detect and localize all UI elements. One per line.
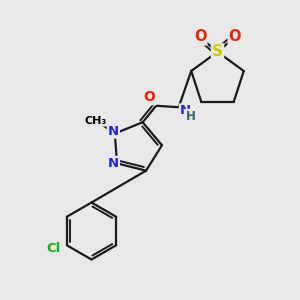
Text: O: O bbox=[229, 29, 241, 44]
Text: H: H bbox=[186, 110, 196, 123]
Text: N: N bbox=[108, 124, 119, 138]
Text: N: N bbox=[180, 104, 191, 117]
Text: O: O bbox=[144, 90, 155, 104]
Text: N: N bbox=[108, 157, 119, 170]
Text: O: O bbox=[194, 29, 206, 44]
Text: S: S bbox=[212, 44, 223, 59]
Text: Cl: Cl bbox=[46, 242, 60, 255]
Text: CH₃: CH₃ bbox=[84, 116, 106, 126]
